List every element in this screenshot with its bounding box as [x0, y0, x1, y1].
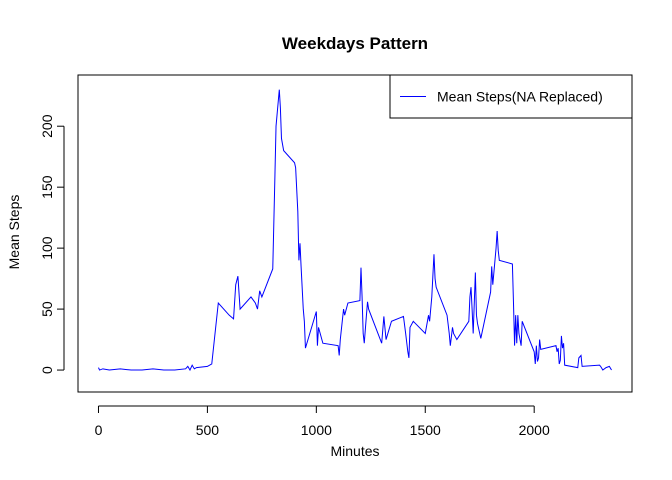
x-tick-label: 0: [95, 422, 103, 438]
y-tick-label: 150: [39, 175, 55, 199]
chart-title: Weekdays Pattern: [282, 34, 428, 53]
x-tick-label: 500: [196, 422, 220, 438]
x-tick-label: 2000: [519, 422, 550, 438]
plot-frame: [77, 74, 633, 393]
y-tick-label: 50: [39, 301, 55, 317]
x-tick-label: 1000: [301, 422, 332, 438]
data-line: [98, 89, 612, 372]
y-axis-label: Mean Steps: [6, 195, 22, 270]
legend-box: [389, 74, 633, 119]
legend-label: Mean Steps(NA Replaced): [437, 89, 603, 105]
x-axis-label: Minutes: [330, 443, 379, 459]
y-tick-label: 100: [39, 236, 55, 260]
x-tick-label: 1500: [410, 422, 441, 438]
y-tick-label: 200: [39, 114, 55, 138]
y-tick-label: 0: [39, 366, 55, 374]
